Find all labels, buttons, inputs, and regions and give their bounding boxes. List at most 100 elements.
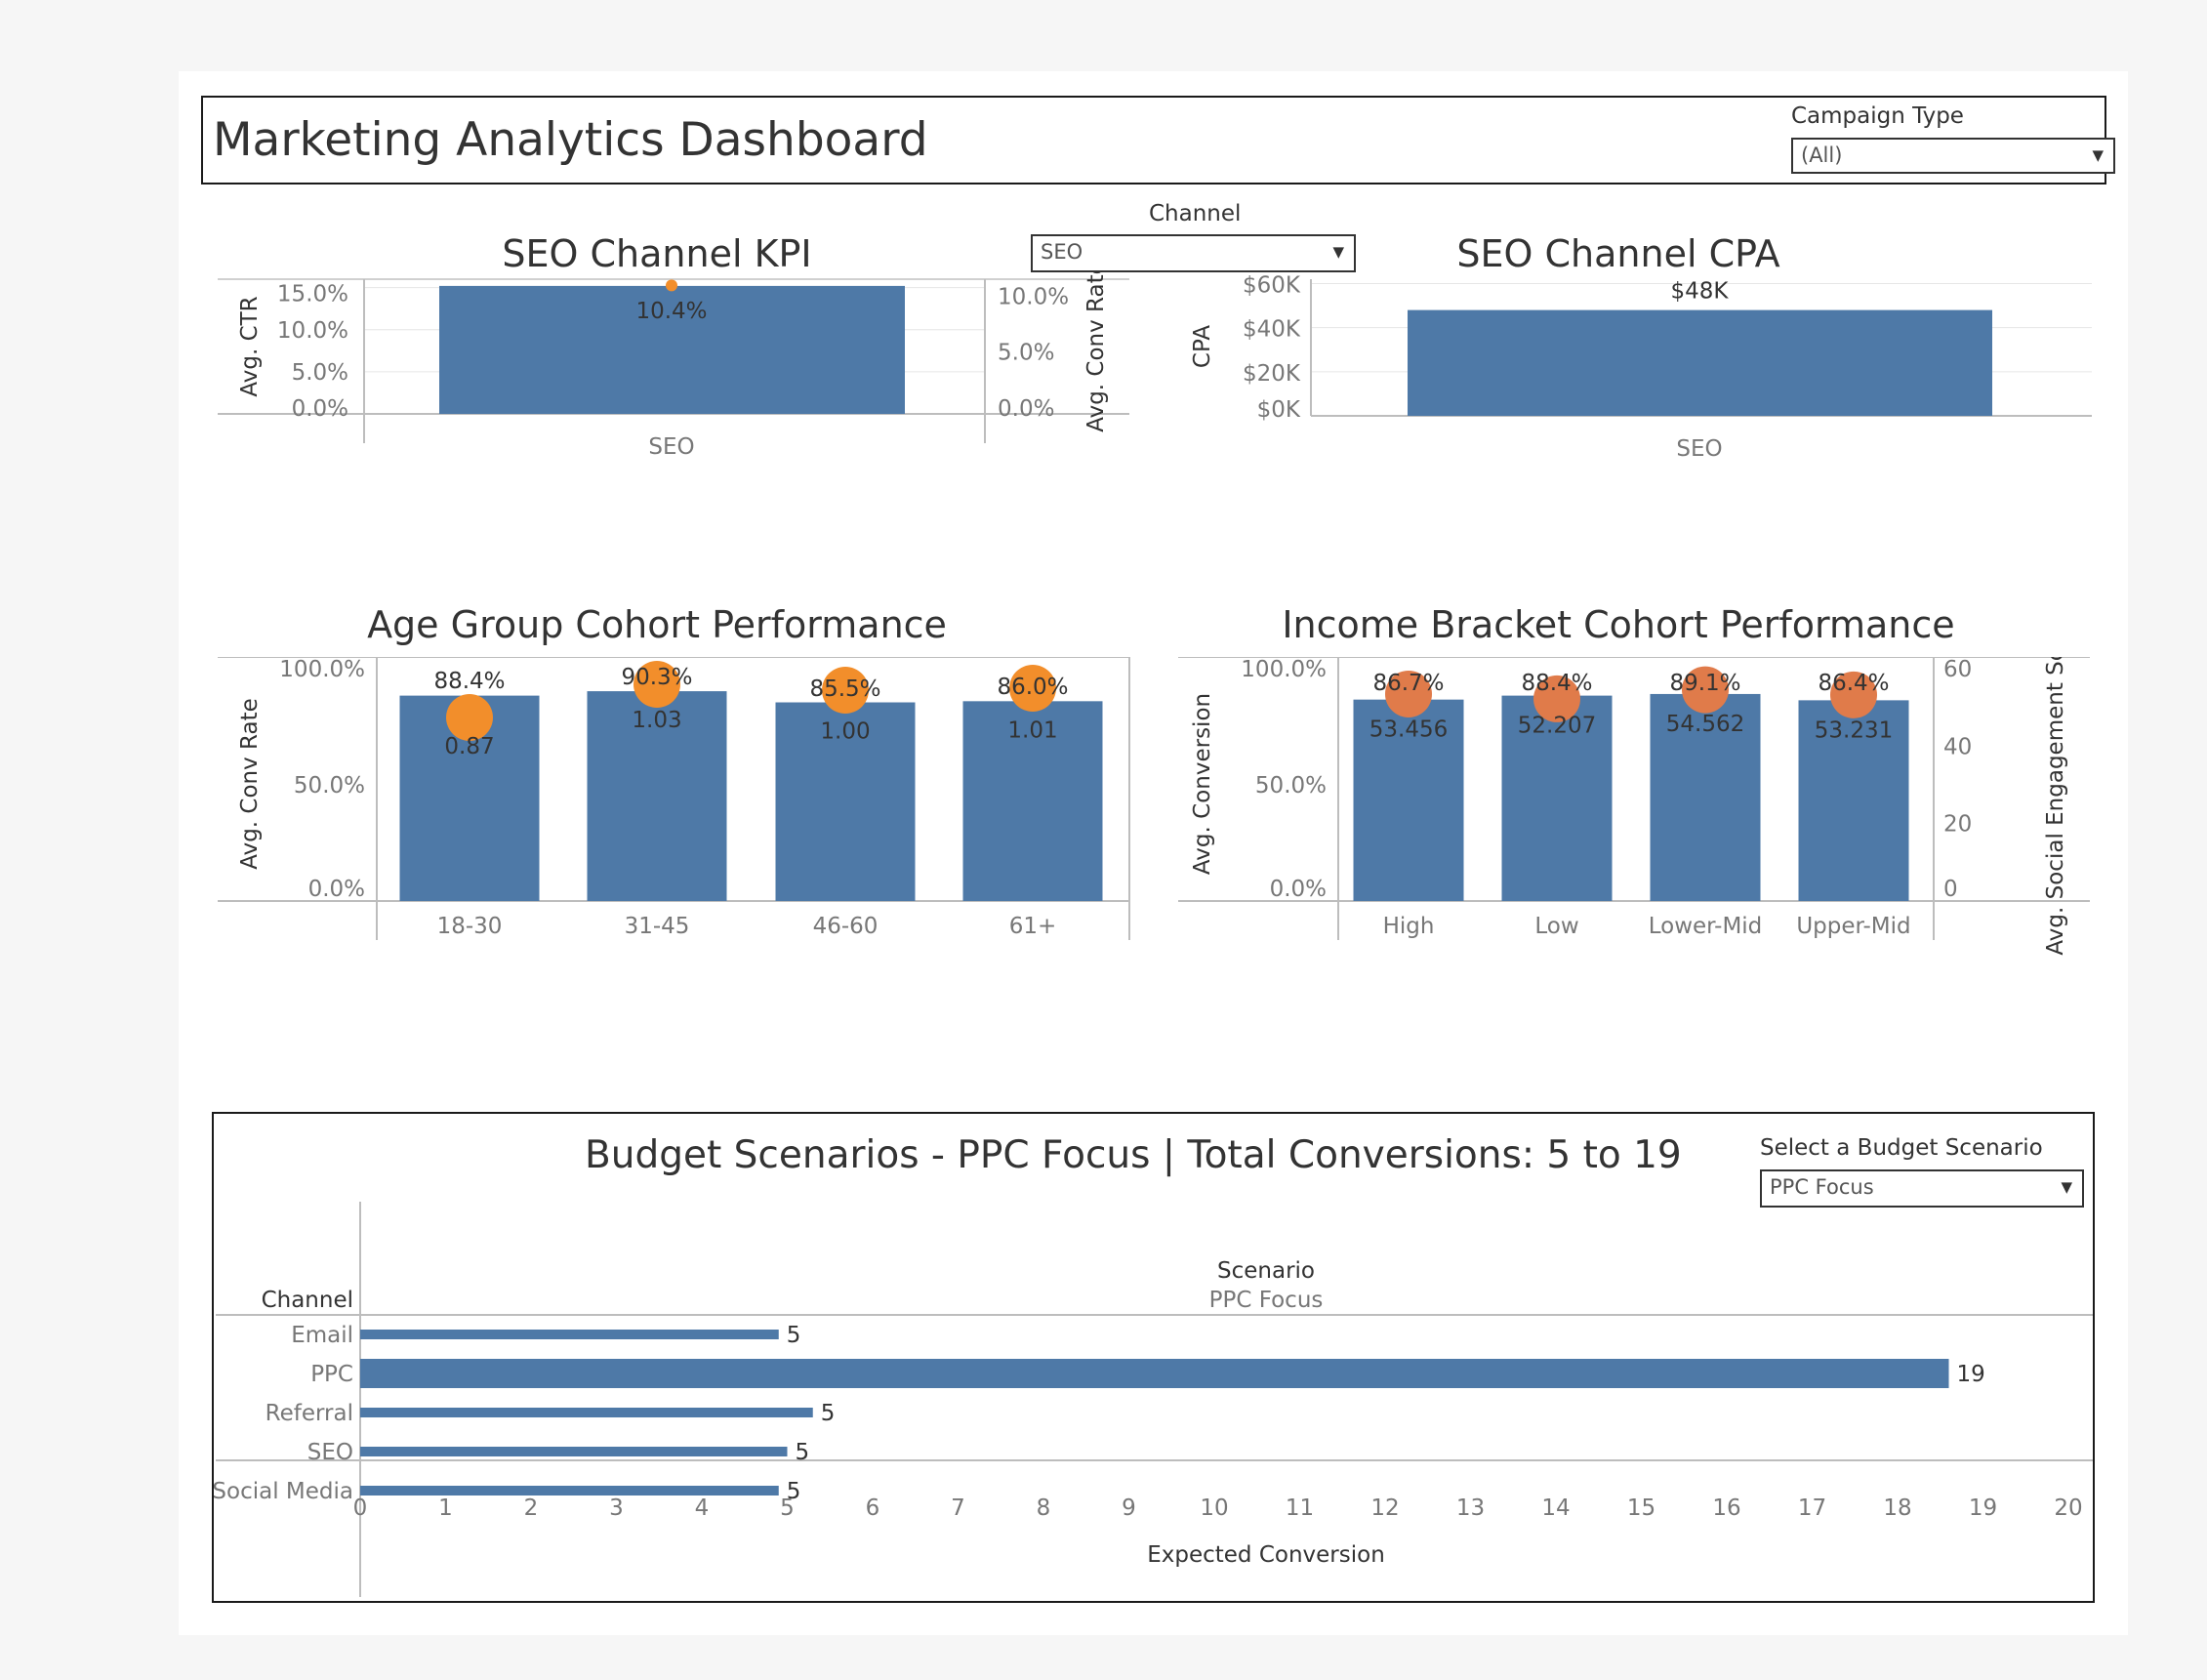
bar xyxy=(360,1330,779,1339)
y-tick-label: 100.0% xyxy=(279,657,365,682)
y-tick-label: 10.0% xyxy=(277,318,348,344)
budget-scenarios-chart: Scenario PPC Focus Channel Email 5 PPC 19 Refer… xyxy=(214,1202,2093,1597)
x-tick-label: 12 xyxy=(1370,1496,1399,1521)
data-label: 90.3% xyxy=(621,665,692,690)
x-tick-label: 15 xyxy=(1627,1496,1655,1521)
campaign-type-value: (All) xyxy=(1801,140,1842,171)
y-axis-label: Avg. CTR xyxy=(237,296,263,396)
x-tick-label: 31-45 xyxy=(625,914,690,939)
x-tick-label: High xyxy=(1383,914,1435,939)
data-label: 89.1% xyxy=(1669,671,1740,696)
channel-filter-label: Channel xyxy=(1149,201,1241,226)
chevron-down-icon: ▼ xyxy=(2092,140,2104,171)
x-tick-label: 11 xyxy=(1286,1496,1314,1521)
data-label: 5 xyxy=(821,1401,836,1426)
data-label: 86.0% xyxy=(997,675,1068,700)
y-tick-label: 0.0% xyxy=(292,396,348,422)
row-label: Email xyxy=(291,1323,353,1348)
y-tick-label: 50.0% xyxy=(1255,773,1327,799)
page-title: Marketing Analytics Dashboard xyxy=(213,113,928,167)
seo-cpa-chart: $60K$40K$20K$0KCPA$48KSEO xyxy=(1155,271,2128,467)
channel-dropdown[interactable]: SEO ▼ xyxy=(1031,234,1356,272)
y-tick-label: 50.0% xyxy=(294,773,365,799)
bar xyxy=(360,1486,779,1496)
y-right-tick-label: 20 xyxy=(1943,812,1972,838)
seo-kpi-chart: 15.0% 10.0% 5.0% 0.0% 10.0% 5.0% 0.0% Avg. CTR A… xyxy=(179,271,1155,467)
x-tick-label: 19 xyxy=(1969,1496,1997,1521)
score-label: 52.207 xyxy=(1518,714,1596,739)
y-right-tick-label: 5.0% xyxy=(998,341,1054,366)
x-tick-label: 5 xyxy=(780,1496,795,1521)
budget-scenario-value: PPC Focus xyxy=(1770,1171,1874,1203)
data-label: 86.7% xyxy=(1372,671,1444,696)
x-tick-label: 13 xyxy=(1456,1496,1485,1521)
y-right-tick-label: 10.0% xyxy=(998,284,1069,309)
y-tick-label: 15.0% xyxy=(277,282,348,307)
data-label: 5 xyxy=(787,1323,801,1348)
x-tick-label: 0 xyxy=(353,1496,368,1521)
chevron-down-icon: ▼ xyxy=(2061,1171,2072,1203)
dashboard-canvas: Marketing Analytics Dashboard Campaign T… xyxy=(179,71,2128,1635)
y-right-tick-label: 0 xyxy=(1943,877,1958,902)
y-tick-label: $20K xyxy=(1243,361,1301,387)
age-cohort-chart: 100.0% 50.0% 0.0% Avg. Conv Rate 18-30 88.4% 0… xyxy=(179,657,1155,1077)
x-axis-label: Expected Conversion xyxy=(1147,1542,1385,1568)
data-label: 19 xyxy=(1957,1362,1985,1387)
seo-kpi-title: SEO Channel KPI xyxy=(462,232,852,275)
budget-panel: Budget Scenarios - PPC Focus | Total Con… xyxy=(212,1112,2095,1603)
x-tick-label: 17 xyxy=(1798,1496,1826,1521)
y-axis-label: Avg. Conv Rate xyxy=(237,698,263,870)
y-right-axis-label: Avg. Social Engagement Score xyxy=(2043,657,2068,956)
income-cohort-title: Income Bracket Cohort Performance xyxy=(1267,603,1970,646)
bar xyxy=(360,1447,788,1456)
x-tick-label: Upper-Mid xyxy=(1796,914,1910,939)
size-label: 1.03 xyxy=(632,708,681,733)
row-header: Channel xyxy=(262,1288,353,1313)
campaign-type-dropdown[interactable]: (All) ▼ xyxy=(1791,138,2115,174)
data-label: 10.4% xyxy=(635,299,707,324)
x-tick-label: 7 xyxy=(951,1496,965,1521)
x-tick-label: Low xyxy=(1534,914,1578,939)
y-tick-label: 5.0% xyxy=(292,360,348,386)
data-label: 5 xyxy=(796,1440,810,1465)
conv-rate-dot xyxy=(666,279,677,291)
y-tick-label: $60K xyxy=(1243,273,1301,299)
y-tick-label: 0.0% xyxy=(1270,877,1327,902)
budget-title: Budget Scenarios - PPC Focus | Total Con… xyxy=(585,1133,1678,1177)
x-tick-label: 18 xyxy=(1883,1496,1911,1521)
data-label: $48K xyxy=(1671,279,1730,305)
x-tick-label: 61+ xyxy=(1009,914,1057,939)
column-header: Scenario xyxy=(1217,1258,1315,1284)
column-value: PPC Focus xyxy=(1209,1288,1324,1313)
x-tick-label: 10 xyxy=(1200,1496,1228,1521)
y-tick-label: $0K xyxy=(1257,397,1301,423)
y-right-axis-label: Avg. Conv Rate xyxy=(1083,271,1109,432)
x-tick-label: 6 xyxy=(866,1496,880,1521)
x-tick-label: 2 xyxy=(524,1496,539,1521)
data-label: 85.5% xyxy=(809,676,880,702)
x-tick-label: 18-30 xyxy=(437,914,503,939)
score-label: 54.562 xyxy=(1666,712,1744,737)
x-tick-label: 20 xyxy=(2054,1496,2082,1521)
y-axis-label: Avg. Conversion xyxy=(1190,693,1215,875)
data-label: 86.4% xyxy=(1818,671,1889,696)
x-tick-label: 4 xyxy=(695,1496,710,1521)
x-tick-label: 46-60 xyxy=(813,914,879,939)
x-tick-label: 3 xyxy=(609,1496,624,1521)
x-tick-label: SEO xyxy=(648,434,694,460)
x-tick-label: Lower-Mid xyxy=(1649,914,1763,939)
age-cohort-title: Age Group Cohort Performance xyxy=(364,603,950,646)
bar xyxy=(1408,310,1992,416)
campaign-type-label: Campaign Type xyxy=(1791,103,1964,129)
row-label: PPC xyxy=(310,1362,353,1387)
size-label: 0.87 xyxy=(444,734,494,759)
y-tick-label: 100.0% xyxy=(1241,657,1327,682)
y-tick-label: 0.0% xyxy=(308,877,365,902)
chevron-down-icon: ▼ xyxy=(1332,236,1344,267)
row-label: Referral xyxy=(266,1401,353,1426)
header-panel: Marketing Analytics Dashboard Campaign T… xyxy=(201,96,2106,184)
data-label: 88.4% xyxy=(1521,671,1592,696)
budget-scenario-label: Select a Budget Scenario xyxy=(1760,1135,2043,1161)
row-label: Social Media xyxy=(214,1479,353,1504)
score-label: 53.456 xyxy=(1369,717,1448,743)
